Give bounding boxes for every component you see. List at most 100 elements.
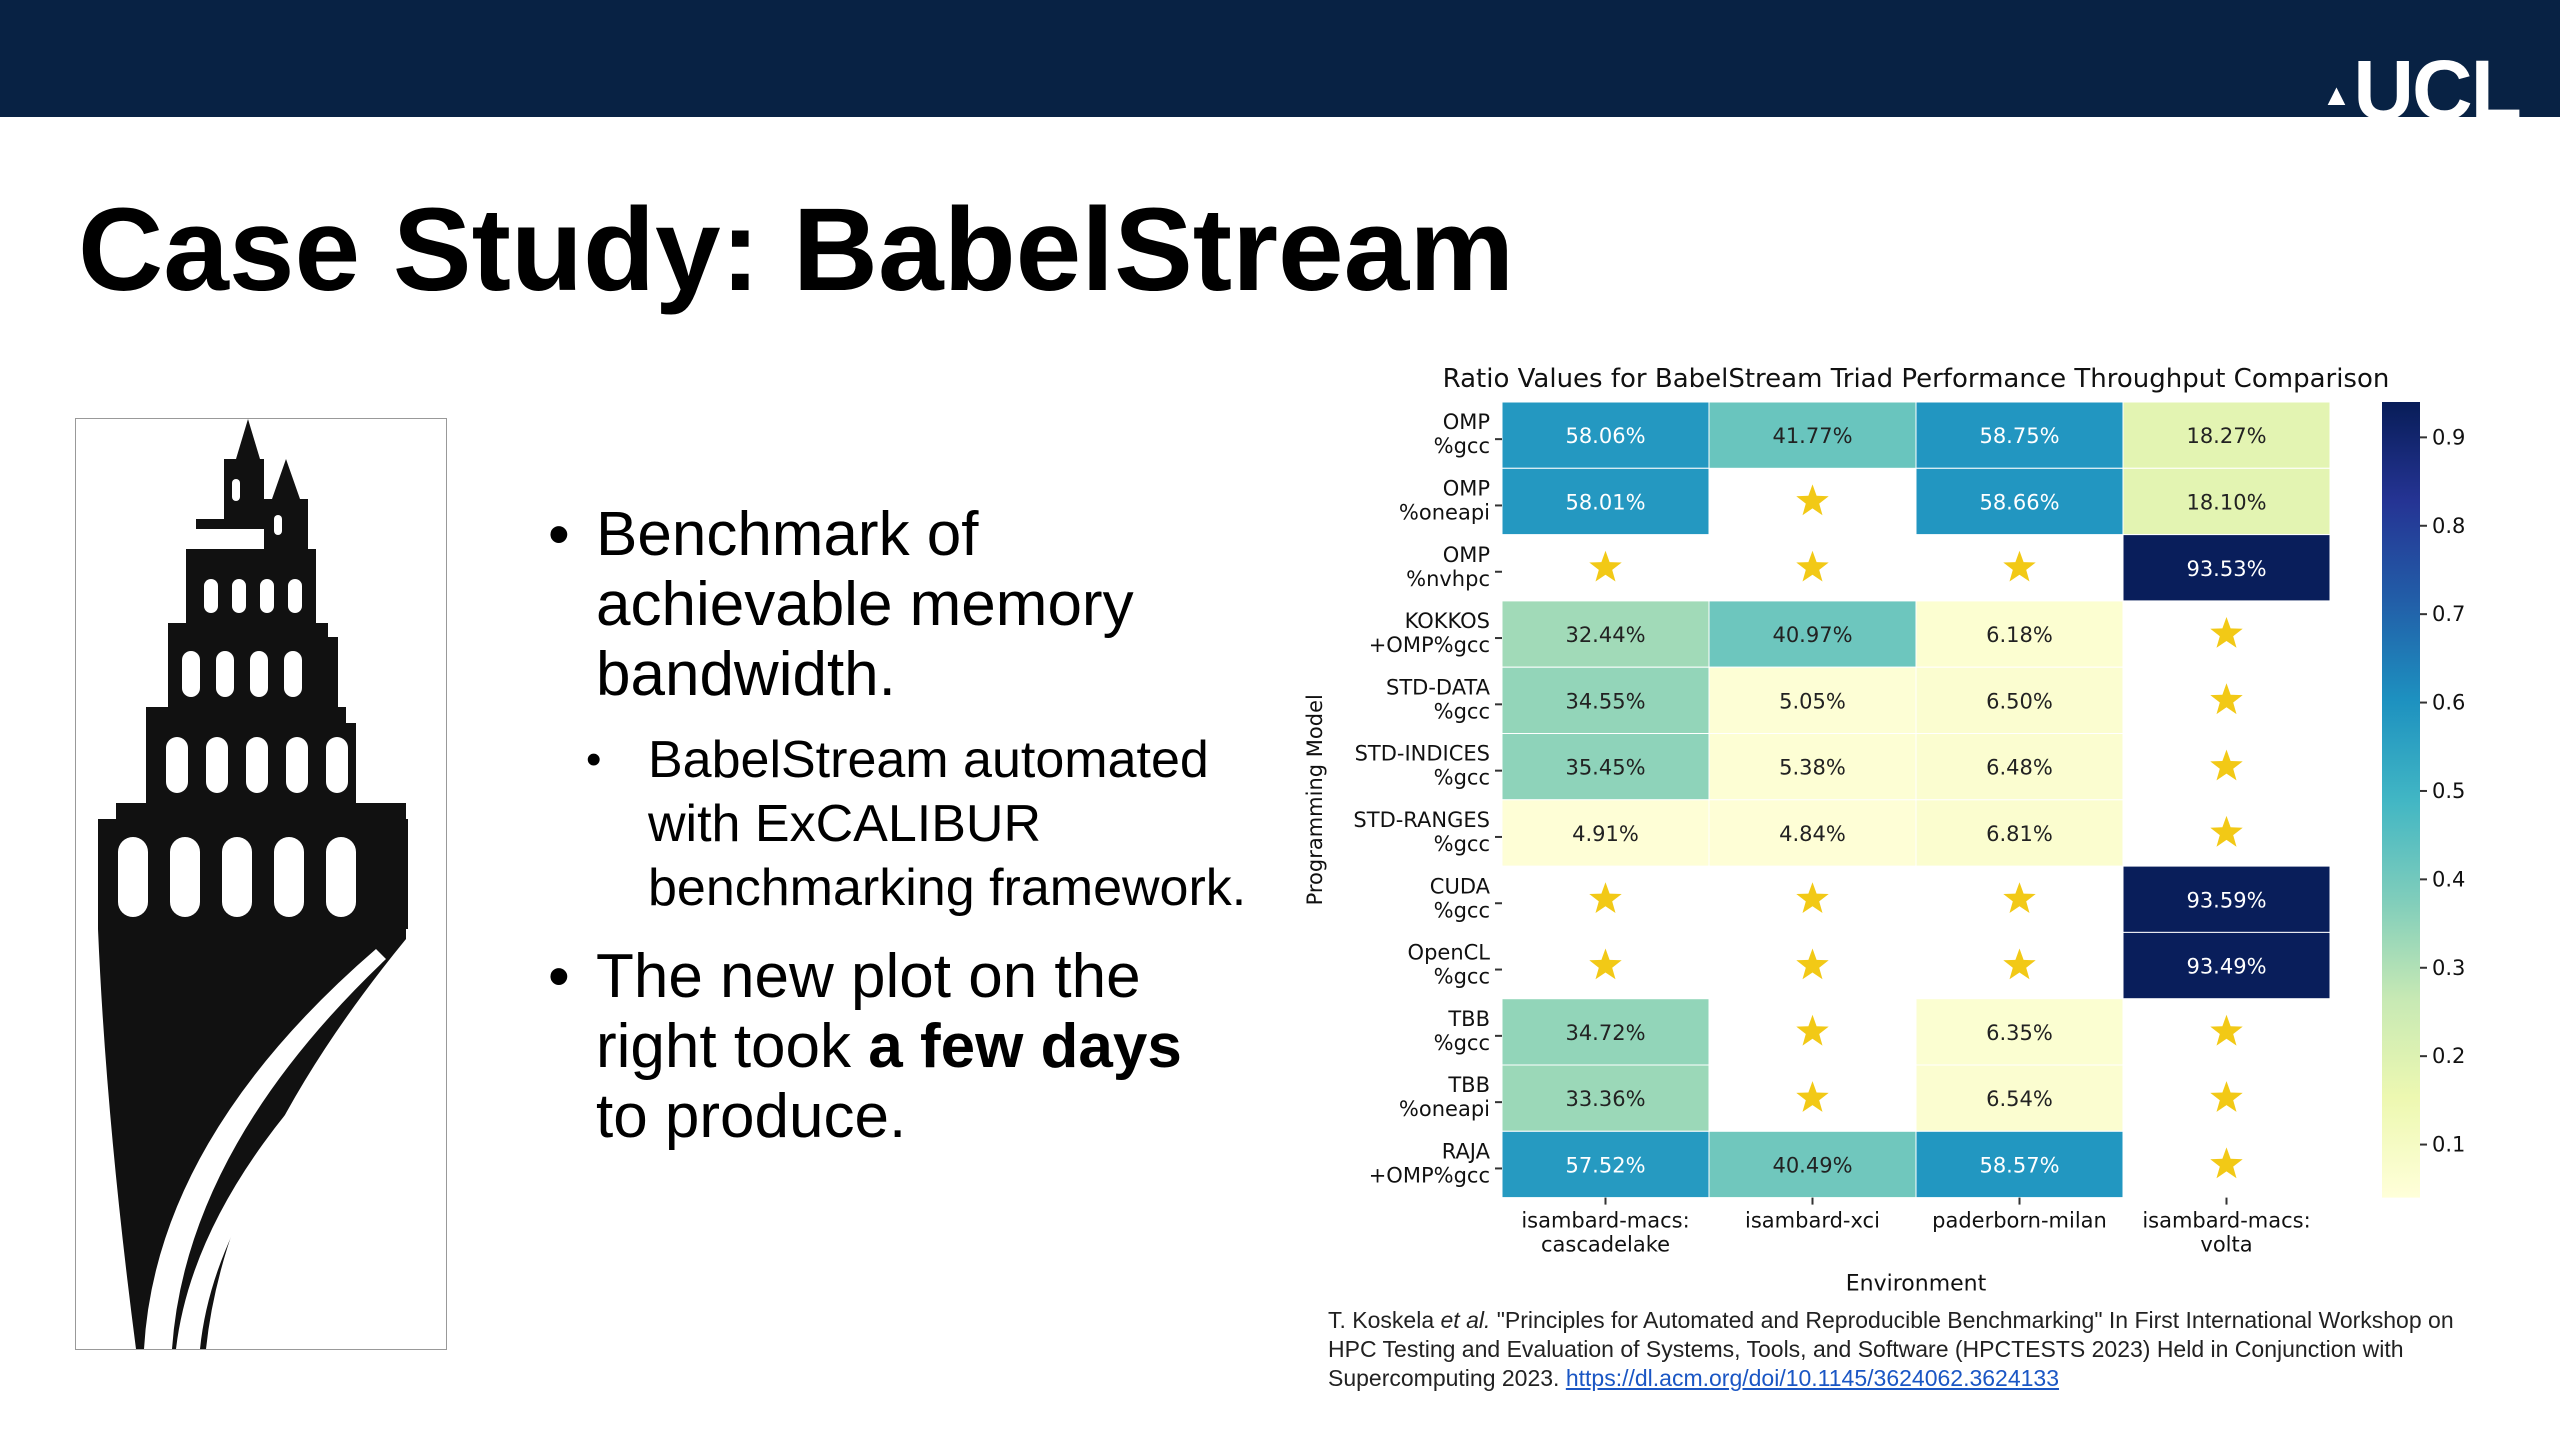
y-tick-label: +OMP%gcc: [1369, 633, 1490, 657]
cell-value-label: 5.38%: [1779, 756, 1846, 780]
y-tick-label: TBB: [1447, 1007, 1490, 1031]
bullet-dot: •: [548, 500, 570, 569]
star-marker: [2210, 1081, 2243, 1112]
bullet-new-plot: • The new plot on the right took a few d…: [548, 942, 1248, 1152]
cell-value-label: 93.59%: [2186, 888, 2266, 912]
star-marker: [1796, 1014, 1829, 1046]
y-tick-label: %gcc: [1434, 699, 1490, 723]
heatmap-cell: [1915, 666, 2124, 735]
y-tick-label: OpenCL: [1408, 941, 1491, 965]
sub-bullet-excalibur-text: BabelStream automated with ExCALIBUR ben…: [648, 731, 1247, 917]
colorbar-tick-label: 0.9: [2432, 425, 2465, 449]
bullet-list: • Benchmark of achievable memory bandwid…: [548, 500, 1248, 1152]
cell-value-label: 35.45%: [1565, 756, 1645, 780]
cell-value-label: 18.27%: [2186, 424, 2266, 448]
y-tick-label: %oneapi: [1399, 500, 1490, 524]
heatmap-cell: [2122, 534, 2331, 602]
heatmap-cell: [1708, 733, 1917, 801]
colorbar-tick-label: 0.6: [2432, 691, 2465, 715]
y-tick-label: TBB: [1447, 1073, 1490, 1097]
heatmap-cell: [1708, 401, 1917, 469]
heatmap-cell: [1501, 401, 1710, 469]
slide-title: Case Study: BabelStream: [78, 184, 1515, 316]
cell-value-label: 6.18%: [1986, 623, 2053, 647]
ucl-logo: ▲ UCL: [2321, 43, 2522, 138]
cell-value-label: 40.49%: [1772, 1153, 1852, 1177]
cell-value-label: 93.53%: [2186, 557, 2266, 581]
heatmap-cell: [1915, 799, 2124, 867]
star-marker: [2003, 882, 2036, 913]
star-marker: [2210, 749, 2243, 781]
y-tick-label: OMP: [1443, 543, 1490, 567]
x-tick-label: isambard-xci: [1745, 1209, 1880, 1233]
colorbar: [2382, 402, 2420, 1198]
cell-value-label: 6.81%: [1986, 822, 2053, 846]
colorbar-tick-label: 0.1: [2432, 1133, 2465, 1157]
y-tick-label: CUDA: [1430, 874, 1491, 898]
y-tick-label: +OMP%gcc: [1369, 1163, 1490, 1187]
colorbar-tick-label: 0.8: [2432, 514, 2465, 538]
x-axis-label: Environment: [1846, 1272, 1987, 1297]
citation: T. Koskela et al. "Principles for Automa…: [1328, 1306, 2508, 1393]
y-tick-label: STD-DATA: [1386, 675, 1491, 699]
heatmap-cell: [1915, 600, 2124, 668]
y-tick-label: RAJA: [1442, 1139, 1491, 1163]
bullet-benchmark-text: Benchmark of achievable memory bandwidth…: [596, 500, 1134, 709]
cell-value-label: 58.06%: [1565, 424, 1645, 448]
y-axis-label: Programming Model: [1303, 694, 1327, 905]
star-marker: [1796, 948, 1829, 980]
citation-doi-link[interactable]: https://dl.acm.org/doi/10.1145/3624062.3…: [1565, 1365, 2060, 1391]
citation-text: "Principles for Automated and Reproducib…: [1328, 1307, 2454, 1391]
star-marker: [1796, 882, 1829, 913]
bullet-dot: •: [586, 735, 602, 784]
cell-value-label: 32.44%: [1565, 623, 1645, 647]
cell-value-label: 6.50%: [1986, 689, 2053, 713]
colorbar-tick-label: 0.5: [2432, 779, 2465, 803]
star-marker: [1796, 484, 1829, 516]
heatmap-cell: [2122, 467, 2331, 536]
star-marker: [2003, 550, 2036, 582]
colorbar-tick-label: 0.2: [2432, 1044, 2465, 1068]
cell-value-label: 41.77%: [1772, 424, 1852, 448]
heatmap-cell: [2122, 401, 2331, 469]
header-bar: ▲ UCL: [0, 0, 2560, 132]
heatmap-cell: [1501, 1130, 1710, 1199]
heatmap-cell: [1708, 1130, 1917, 1199]
bullet-new-plot-bold: a few days: [868, 1012, 1182, 1081]
logo-text: UCL: [2353, 43, 2522, 137]
heatmap-cell: [1708, 666, 1917, 735]
y-tick-label: %gcc: [1434, 898, 1490, 922]
cell-value-label: 6.35%: [1986, 1021, 2053, 1045]
x-tick-label: cascadelake: [1541, 1233, 1670, 1257]
cell-value-label: 34.72%: [1565, 1021, 1645, 1045]
star-marker: [2003, 948, 2036, 980]
portico-icon: ▲: [2321, 79, 2352, 112]
star-marker: [2210, 815, 2243, 847]
bullet-new-plot-pre: The new plot on the right took: [596, 942, 1141, 1081]
cell-value-label: 33.36%: [1565, 1087, 1645, 1111]
citation-etal: et al.: [1440, 1307, 1491, 1333]
heatmap-cell: [2122, 931, 2331, 1000]
y-tick-label: %gcc: [1434, 434, 1490, 458]
y-tick-label: %nvhpc: [1406, 567, 1490, 591]
sub-bullet-excalibur: • BabelStream automated with ExCALIBUR b…: [548, 728, 1248, 920]
cell-value-label: 4.91%: [1572, 822, 1639, 846]
heatmap-cell: [1915, 998, 2124, 1066]
ratio-heatmap-chart: Ratio Values for BabelStream Triad Perfo…: [1303, 364, 2465, 1297]
star-marker: [1589, 550, 1622, 582]
heatmap-cell: [1501, 666, 1710, 735]
y-tick-label: %gcc: [1434, 965, 1490, 989]
y-tick-label: %gcc: [1434, 1031, 1490, 1055]
y-tick-label: STD-RANGES: [1353, 808, 1490, 832]
star-marker: [1796, 1081, 1829, 1112]
x-tick-label: volta: [2200, 1233, 2252, 1257]
x-tick-label: isambard-macs:: [1521, 1209, 1689, 1233]
y-tick-label: OMP: [1443, 410, 1490, 434]
heatmap-cell: [1915, 1130, 2124, 1199]
star-marker: [2210, 1147, 2243, 1179]
heatmap-cell: [1915, 733, 2124, 801]
tower-of-babel-icon: [98, 419, 408, 1349]
cell-value-label: 58.57%: [1979, 1153, 2059, 1177]
x-tick-label: isambard-macs:: [2142, 1209, 2310, 1233]
heatmap-cell: [1915, 467, 2124, 536]
